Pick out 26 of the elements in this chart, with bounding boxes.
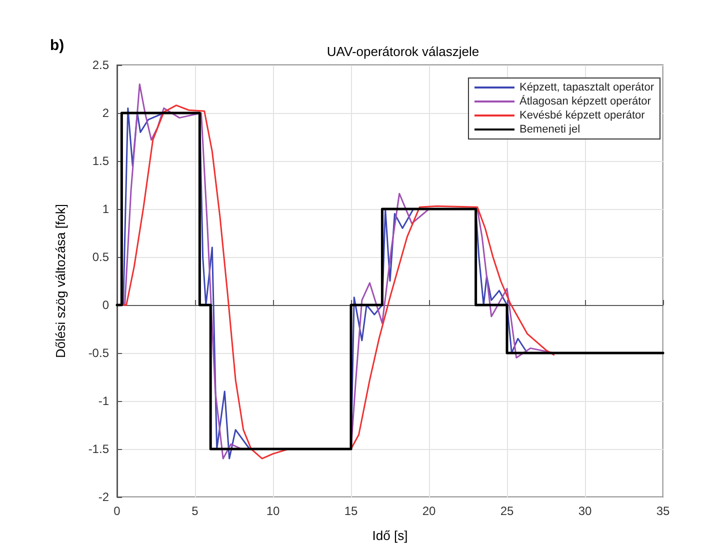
y-tick-label: 2.5	[92, 58, 110, 72]
x-axis-title: Idő [s]	[372, 528, 408, 543]
legend-label: Bemeneti jel	[519, 124, 580, 136]
x-tick-label: 35	[656, 504, 670, 518]
y-axis-title: Dőlési szög változása [fok]	[53, 204, 68, 358]
y-tick-label: 1	[102, 202, 110, 216]
x-tick-label: 30	[578, 504, 592, 518]
y-tick-label: -2	[98, 490, 110, 504]
legend-label: Kevésbé képzett operátor	[519, 110, 646, 122]
x-tick-label: 5	[192, 504, 199, 518]
y-tick-label: -1	[98, 394, 110, 408]
x-tick-label: 0	[114, 504, 121, 518]
y-tick-label: -1.5	[88, 442, 110, 456]
text: b)	[50, 37, 64, 54]
x-tick-label: 10	[266, 504, 280, 518]
y-tick-label: 0	[102, 298, 110, 312]
x-tick-label: 25	[500, 504, 514, 518]
y-tick-label: 0.5	[92, 250, 110, 264]
legend-label: Képzett, tapasztalt operátor	[519, 82, 654, 94]
x-tick-label: 15	[344, 504, 358, 518]
x-tick-label: 20	[422, 504, 436, 518]
y-tick-label: 2	[102, 106, 110, 120]
legend-label: Átlagosan képzett operátor	[519, 94, 652, 108]
y-tick-label: -0.5	[88, 346, 110, 360]
chart-title: UAV-operátorok válaszjele	[326, 44, 480, 59]
y-tick-label: 1.5	[92, 154, 110, 168]
